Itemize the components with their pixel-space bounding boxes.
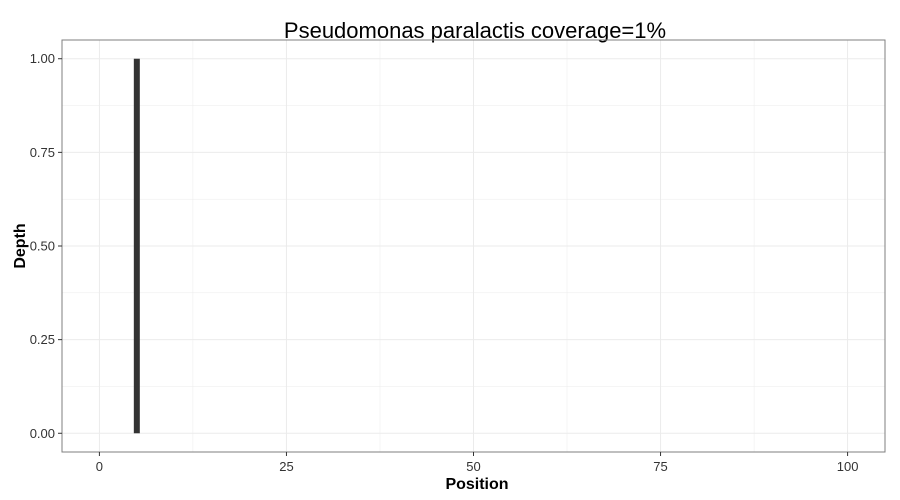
y-tick-label: 0.50 (30, 239, 55, 254)
y-tick-label: 0.00 (30, 426, 55, 441)
x-axis-ticks: 0 25 50 75 100 (96, 452, 859, 474)
depth-bar (133, 58, 140, 434)
x-tick-label: 50 (466, 459, 480, 474)
x-tick-label: 25 (279, 459, 293, 474)
x-tick-label: 0 (96, 459, 103, 474)
x-axis-title: Position (445, 476, 508, 493)
y-axis-title: Depth (12, 223, 29, 268)
y-tick-label: 0.25 (30, 332, 55, 347)
y-axis-ticks: 0.00 0.25 0.50 0.75 1.00 (30, 51, 62, 441)
bar-series (133, 58, 140, 434)
y-tick-label: 1.00 (30, 51, 55, 66)
y-tick-label: 0.75 (30, 145, 55, 160)
x-tick-label: 75 (653, 459, 667, 474)
grid-lines (62, 40, 885, 452)
x-tick-label: 100 (837, 459, 859, 474)
chart-title: Pseudomonas paralactis coverage=1% (284, 18, 666, 43)
